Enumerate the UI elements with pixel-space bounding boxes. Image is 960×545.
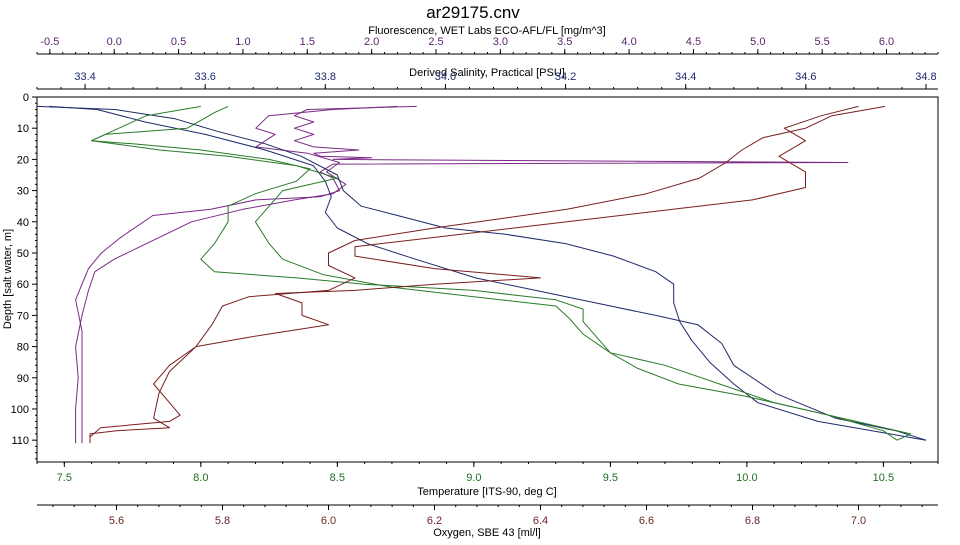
fluorescence-tick-label: 3.0: [493, 36, 508, 48]
depth-tick-label: 20: [17, 154, 29, 166]
temperature-tick-label: 9.5: [603, 472, 618, 484]
temperature-profile-line-2: [91, 105, 912, 441]
salinity-tick-label: 34.2: [555, 71, 576, 83]
salinity-profile-line-1: [48, 105, 927, 441]
temperature-tick-label: 7.5: [57, 472, 72, 484]
fluorescence-tick-label: 0.0: [107, 36, 122, 48]
fluorescence-tick-label: -0.5: [40, 36, 59, 48]
fluorescence-tick-label: 1.0: [235, 36, 250, 48]
oxygen-tick-label: 6.2: [427, 515, 442, 527]
fluorescence-profile-line-1: [75, 105, 849, 444]
fluorescence-profile-line-2: [75, 105, 398, 444]
depth-tick-label: 10: [17, 123, 29, 135]
temperature-axis-title: Temperature [ITS-90, deg C]: [417, 486, 556, 498]
salinity-tick-label: 34.4: [675, 71, 696, 83]
fluorescence-tick-label: 6.0: [879, 36, 894, 48]
oxygen-tick-label: 6.6: [639, 515, 654, 527]
oxygen-tick-label: 7.0: [851, 515, 866, 527]
depth-tick-label: 80: [17, 342, 29, 354]
oxygen-tick-label: 5.8: [215, 515, 230, 527]
oxygen-tick-label: 6.0: [321, 515, 336, 527]
fluorescence-tick-label: 1.5: [300, 36, 315, 48]
oxygen-axis-title: Oxygen, SBE 43 [ml/l]: [433, 527, 541, 539]
oxygen-tick-label: 6.4: [533, 515, 548, 527]
salinity-tick-label: 34.6: [795, 71, 816, 83]
depth-tick-label: 50: [17, 248, 29, 260]
fluorescence-tick-label: 4.5: [686, 36, 701, 48]
salinity-axis-title: Derived Salinity, Practical [PSU]: [409, 67, 565, 79]
temperature-tick-label: 9.0: [466, 472, 481, 484]
oxygen-tick-label: 5.6: [109, 515, 124, 527]
temperature-tick-label: 10.5: [873, 472, 894, 484]
depth-tick-label: 0: [23, 92, 29, 104]
chart-title: ar29175.cnv: [426, 3, 520, 22]
salinity-tick-label: 33.6: [194, 71, 215, 83]
fluorescence-tick-label: 0.5: [171, 36, 186, 48]
fluorescence-axis-title: Fluorescence, WET Labs ECO-AFL/FL [mg/m^…: [368, 25, 605, 37]
fluorescence-tick-label: 2.5: [428, 36, 443, 48]
depth-tick-label: 110: [11, 435, 29, 447]
fluorescence-tick-label: 2.0: [364, 36, 379, 48]
salinity-profile-line-2: [36, 105, 927, 441]
fluorescence-tick-label: 3.5: [557, 36, 572, 48]
depth-tick-label: 40: [17, 217, 29, 229]
oxygen-profile-line-1: [89, 105, 886, 441]
oxygen-profile-line-2: [89, 105, 859, 444]
salinity-tick-label: 33.8: [315, 71, 336, 83]
fluorescence-tick-label: 5.0: [750, 36, 765, 48]
oxygen-tick-label: 6.8: [745, 515, 760, 527]
temperature-profile-line-1: [91, 105, 898, 441]
depth-tick-label: 90: [17, 373, 29, 385]
salinity-tick-label: 33.4: [74, 71, 95, 83]
salinity-tick-label: 34.0: [435, 71, 456, 83]
salinity-tick-label: 34.8: [915, 71, 936, 83]
fluorescence-tick-label: 5.5: [815, 36, 830, 48]
temperature-tick-label: 8.0: [193, 472, 208, 484]
depth-axis-title: Depth [salt water, m]: [2, 229, 14, 329]
depth-tick-label: 70: [17, 310, 29, 322]
temperature-tick-label: 10.0: [736, 472, 757, 484]
temperature-tick-label: 8.5: [330, 472, 345, 484]
fluorescence-tick-label: 4.0: [621, 36, 636, 48]
depth-tick-label: 60: [17, 279, 29, 291]
plot-frame: [36, 96, 939, 463]
depth-tick-label: 100: [11, 404, 29, 416]
depth-tick-label: 30: [17, 186, 29, 198]
